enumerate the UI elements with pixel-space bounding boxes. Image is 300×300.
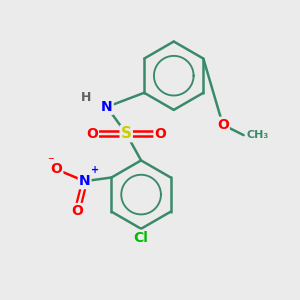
Text: N: N [79,174,90,188]
Text: +: + [91,165,99,175]
Text: N: N [101,100,113,114]
Text: O: O [71,204,83,218]
Text: ⁻: ⁻ [47,155,53,168]
Text: O: O [50,162,62,176]
Text: O: O [217,118,229,132]
Text: S: S [121,126,132,141]
Text: H: H [81,92,91,104]
Text: O: O [86,127,98,141]
Text: CH₃: CH₃ [247,130,269,140]
Text: O: O [154,127,166,141]
Text: Cl: Cl [134,231,148,245]
